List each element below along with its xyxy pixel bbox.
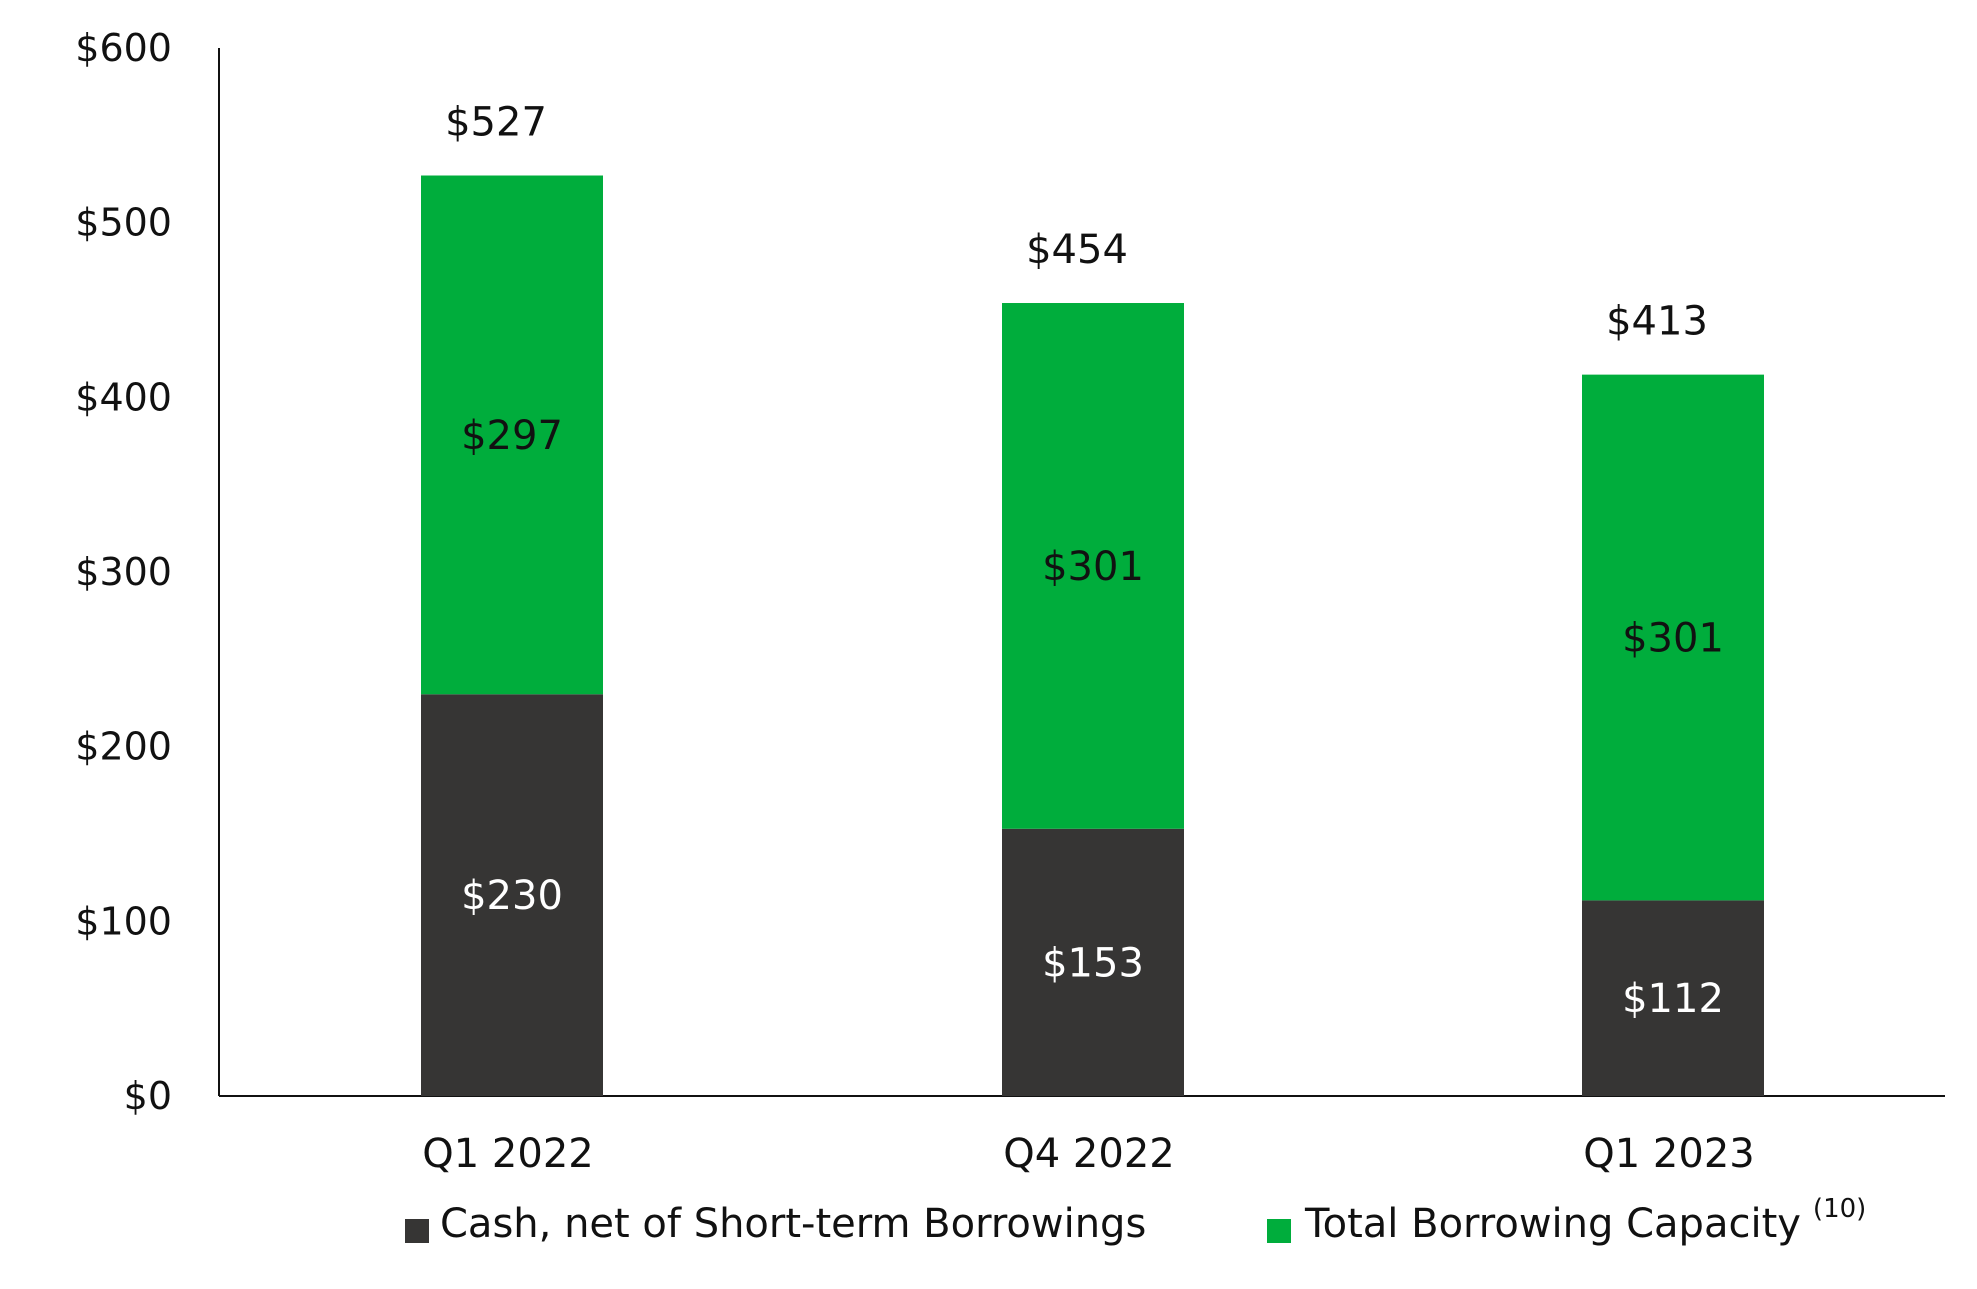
- x-tick-label: Q1 2022: [422, 1131, 593, 1177]
- bar-segment-borrowing: [1582, 374, 1764, 901]
- bar-segment-cash: [1002, 828, 1184, 1096]
- y-tick-label: $400: [75, 375, 172, 419]
- data-label-cash: $230: [461, 873, 563, 919]
- total-label: $413: [1606, 299, 1708, 345]
- total-label: $454: [1026, 227, 1128, 273]
- legend-swatch-borrowing: [1267, 1219, 1291, 1243]
- legend-swatch-cash: [405, 1219, 429, 1243]
- legend-label-superscript: (10): [1813, 1194, 1866, 1224]
- legend-label-cash: Cash, net of Short-term Borrowings: [440, 1201, 1146, 1247]
- y-tick-label: $500: [75, 201, 172, 245]
- data-label-borrowing: $301: [1622, 616, 1724, 662]
- legend-label-borrowing: Total Borrowing Capacity: [1304, 1201, 1801, 1247]
- bar-segment-borrowing: [421, 175, 603, 695]
- bar-segment-cash: [421, 694, 603, 1096]
- data-label-borrowing: $297: [461, 413, 563, 459]
- total-label: $527: [445, 100, 547, 146]
- y-tick-label: $0: [124, 1074, 172, 1118]
- y-tick-label: $200: [75, 725, 172, 769]
- x-tick-labels: Q1 2022 Q4 2022 Q1 2023: [422, 1131, 1754, 1177]
- bars: $230 $297 $527 $153 $301 $454 $112 $301 $413: [421, 100, 1764, 1096]
- bar-segment-cash: [1582, 900, 1764, 1096]
- y-tick-label: $100: [75, 899, 172, 943]
- y-tick-label: $600: [75, 26, 172, 70]
- legend: Cash, net of Short-term Borrowings Total…: [405, 1194, 1866, 1247]
- x-tick-label: Q4 2022: [1003, 1131, 1174, 1177]
- y-tick-labels: $0 $100 $200 $300 $400 $500 $600: [75, 26, 172, 1118]
- bar-segment-borrowing: [1002, 303, 1184, 829]
- y-tick-label: $300: [75, 550, 172, 594]
- data-label-borrowing: $301: [1042, 544, 1144, 590]
- x-tick-label: Q1 2023: [1583, 1131, 1754, 1177]
- data-label-cash: $153: [1042, 940, 1144, 986]
- data-label-cash: $112: [1622, 976, 1724, 1022]
